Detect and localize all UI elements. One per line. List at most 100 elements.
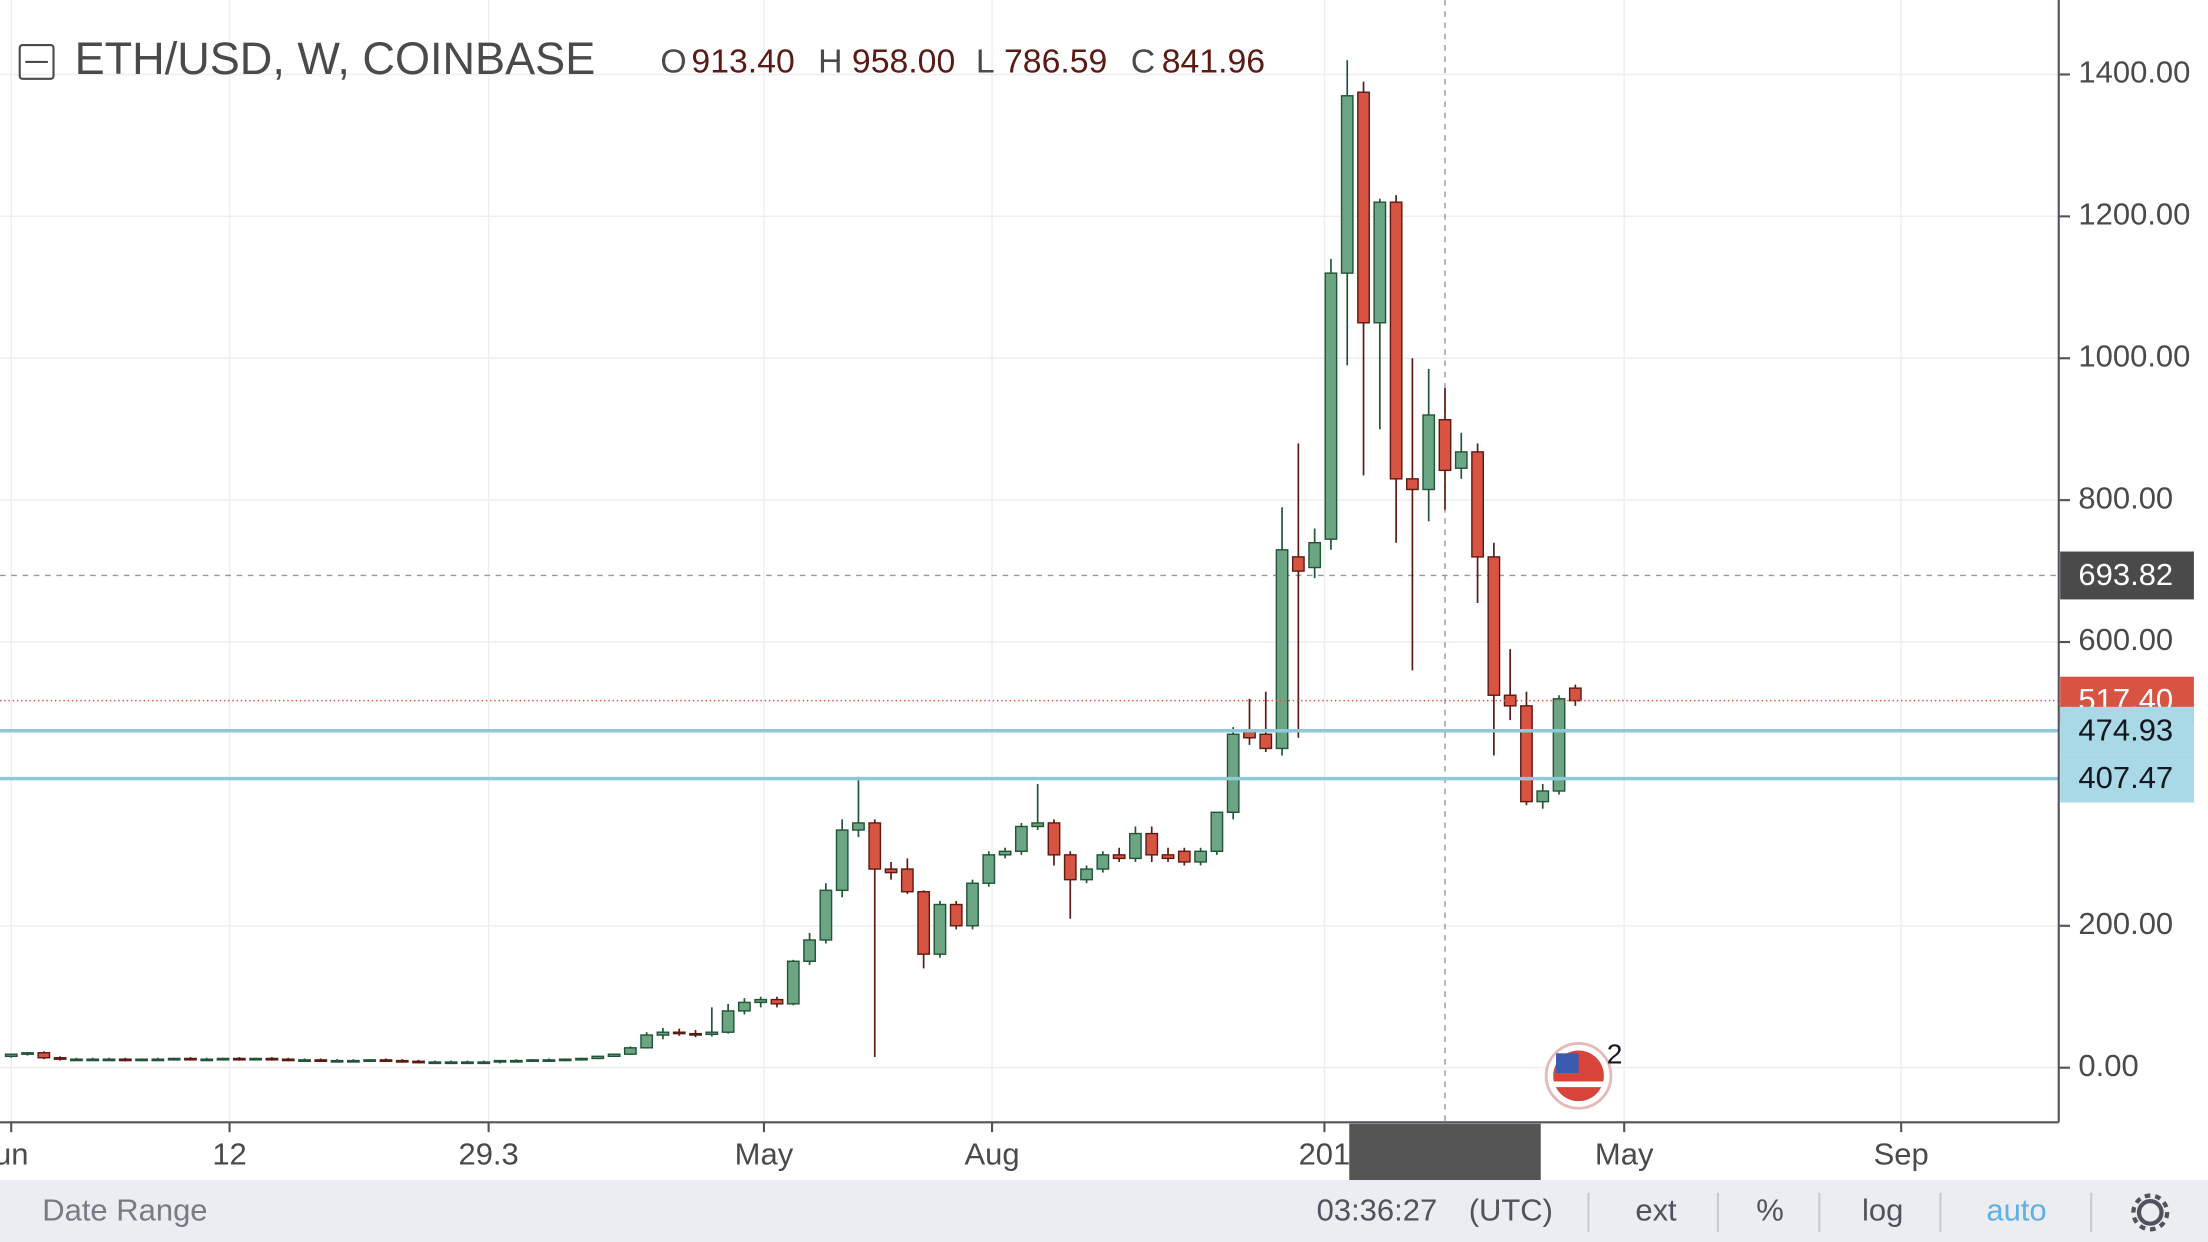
candle-body: [591, 1055, 605, 1060]
candle-body: [1438, 418, 1452, 472]
symbol-title: ETH/USD, W, COINBASE: [75, 33, 596, 84]
candle-body: [1291, 556, 1305, 572]
gear-ring: [2136, 1199, 2164, 1226]
plot: [0, 0, 2059, 1123]
candle-body: [852, 822, 865, 831]
y-tick-label: 1400.00: [2078, 55, 2190, 90]
grid: [0, 0, 2059, 1123]
auto-button[interactable]: auto: [1986, 1193, 2046, 1228]
candle-body: [949, 903, 963, 927]
candle-body: [982, 854, 996, 884]
collapse-icon[interactable]: [18, 44, 55, 80]
candle-body: [1520, 705, 1533, 803]
date-range-button[interactable]: Date Range: [42, 1193, 207, 1228]
candle-body: [363, 1059, 377, 1062]
candle-body: [1552, 698, 1566, 792]
candle-body: [1161, 854, 1175, 860]
candle-body: [721, 1010, 735, 1033]
candle-body: [86, 1058, 100, 1062]
toolbar-background: [0, 1180, 2208, 1242]
candle-body: [1373, 201, 1387, 324]
candle-body: [346, 1059, 360, 1063]
candle-body: [118, 1058, 132, 1062]
candle-body: [1340, 95, 1354, 274]
candle-body: [1275, 549, 1289, 750]
candle-body: [70, 1058, 83, 1062]
log-button[interactable]: log: [1862, 1193, 1903, 1228]
timezone[interactable]: (UTC): [1469, 1193, 1553, 1228]
candle-body: [1047, 822, 1061, 856]
candle-body: [1063, 854, 1077, 881]
ohlc-value: 958.00: [852, 42, 955, 80]
candle-body: [1454, 451, 1468, 469]
y-tick-label: 1000.00: [2078, 338, 2190, 373]
ohlc-label: C: [1131, 42, 1155, 80]
price-badge-label: 474.93: [2078, 712, 2173, 747]
clock: 03:36:27: [1317, 1193, 1438, 1228]
x-tick-label: 12: [212, 1136, 246, 1171]
candle-body: [575, 1057, 588, 1061]
candle-body: [4, 1053, 18, 1058]
candle-body: [1406, 478, 1419, 491]
candle-body: [917, 891, 931, 955]
candle-body: [1177, 850, 1191, 863]
candle-body: [1389, 201, 1403, 480]
crosshair-price-badge: [2060, 551, 2194, 600]
candle-body: [461, 1061, 474, 1065]
crosshair-price-label: 693.82: [2078, 557, 2173, 592]
candle-body: [265, 1057, 279, 1061]
candle-body: [281, 1058, 295, 1062]
ohlc-label: O: [660, 42, 686, 80]
candle-body: [1014, 825, 1028, 853]
candle-body: [1324, 272, 1338, 540]
candle-body: [102, 1058, 116, 1062]
candle-body: [656, 1031, 670, 1036]
percent-button[interactable]: %: [1756, 1193, 1784, 1228]
flag-stripe: [1553, 1081, 1604, 1088]
events-badge: 2: [1607, 1039, 1623, 1070]
candle-body: [1308, 542, 1322, 569]
ohlc-value: 913.40: [691, 42, 794, 80]
candle-body: [135, 1058, 148, 1062]
x-tick-label: 29.3: [458, 1136, 518, 1171]
candle-body: [672, 1031, 686, 1035]
candle-body: [542, 1059, 556, 1062]
candle-body: [1194, 850, 1208, 863]
candle-body: [754, 998, 768, 1004]
candle-body: [607, 1053, 621, 1058]
candle-body: [428, 1061, 442, 1065]
candle-body: [1080, 868, 1093, 881]
flag-canton: [1556, 1053, 1579, 1074]
x-tick-label: Sep: [1874, 1136, 1929, 1171]
candle-body: [53, 1057, 67, 1060]
candle-body: [1210, 811, 1224, 853]
settings-gear[interactable]: [2131, 1193, 2170, 1232]
ext-button[interactable]: ext: [1635, 1193, 1677, 1228]
crosshair-date-badge: [1349, 1123, 1541, 1181]
events-flag[interactable]: 2: [1544, 1039, 1623, 1110]
candle-body: [819, 889, 833, 941]
x-tick-label: May: [1595, 1136, 1654, 1171]
candle-body: [1568, 687, 1582, 702]
candle-body: [167, 1057, 181, 1061]
ohlc-value: 841.96: [1162, 42, 1265, 80]
gear-teeth: [2131, 1193, 2170, 1232]
axes: 0.00 200.00 600.00 800.00 1000.00 1200.00 1400…: [0, 55, 2194, 1181]
candle-body: [477, 1061, 491, 1065]
candle-body: [900, 868, 914, 893]
candle-body: [1536, 790, 1550, 803]
price-badge-label: 407.47: [2078, 760, 2173, 795]
y-tick-label: 800.00: [2078, 480, 2173, 515]
candle-body: [1503, 694, 1517, 707]
candle-body: [249, 1057, 263, 1061]
candle-body: [314, 1059, 328, 1062]
x-tick-label: May: [735, 1136, 794, 1171]
candle-body: [689, 1032, 702, 1036]
y-tick-label: 200.00: [2078, 906, 2173, 941]
candle-body: [493, 1059, 507, 1063]
candle-body: [966, 882, 979, 927]
candle-body: [37, 1052, 51, 1059]
x-tick-label: Aug: [965, 1136, 1020, 1171]
